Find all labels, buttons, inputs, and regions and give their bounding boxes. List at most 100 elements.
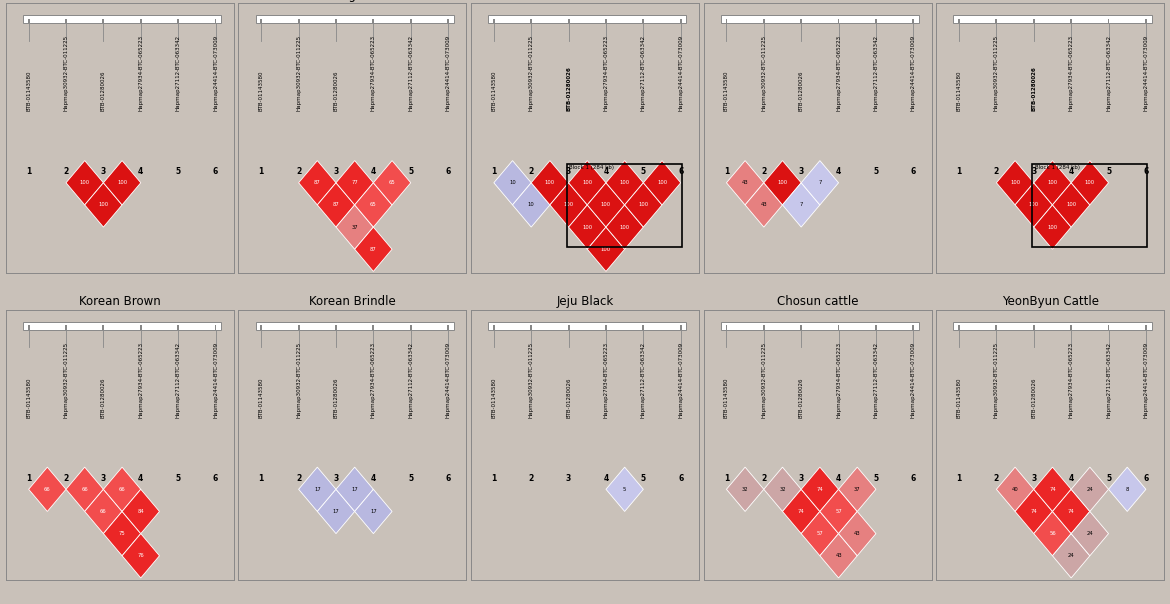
Text: 100: 100	[639, 202, 648, 207]
Polygon shape	[84, 489, 122, 533]
Text: 17: 17	[314, 487, 321, 492]
Bar	[1145, 19, 1147, 24]
Text: 24: 24	[1087, 531, 1093, 536]
Text: 3: 3	[333, 474, 338, 483]
Text: Hapmap27934-BTC-065223: Hapmap27934-BTC-065223	[371, 35, 376, 111]
Text: 2: 2	[296, 167, 301, 176]
Text: Hapmap27112-BTC-063342: Hapmap27112-BTC-063342	[1106, 341, 1111, 418]
Polygon shape	[66, 467, 103, 512]
Text: Hapmap24414-BTC-073009: Hapmap24414-BTC-073009	[679, 35, 683, 111]
Text: Hapmap27112-BTC-063342: Hapmap27112-BTC-063342	[874, 35, 879, 111]
Text: BTB-01143580: BTB-01143580	[259, 377, 263, 418]
Text: 100: 100	[583, 180, 592, 185]
Text: 5: 5	[408, 474, 413, 483]
Text: 74: 74	[798, 509, 805, 514]
Polygon shape	[801, 467, 839, 512]
Text: 7: 7	[818, 180, 821, 185]
Polygon shape	[764, 161, 801, 205]
Polygon shape	[84, 183, 122, 227]
Text: Hapmap30932-BTC-011225: Hapmap30932-BTC-011225	[993, 35, 999, 111]
Polygon shape	[298, 467, 336, 512]
Text: 4: 4	[835, 167, 841, 176]
Text: 6: 6	[213, 474, 218, 483]
Text: 4: 4	[604, 167, 608, 176]
Bar	[680, 326, 682, 330]
Polygon shape	[373, 161, 411, 205]
Bar	[297, 19, 300, 24]
Bar	[642, 326, 645, 330]
Polygon shape	[336, 205, 373, 249]
Text: 1: 1	[724, 474, 729, 483]
Bar	[530, 19, 532, 24]
Text: 2: 2	[529, 167, 534, 176]
Text: 5: 5	[641, 167, 646, 176]
Text: BTB-01280026: BTB-01280026	[566, 66, 571, 111]
Polygon shape	[1034, 512, 1072, 556]
Polygon shape	[1072, 512, 1108, 556]
Polygon shape	[644, 161, 681, 205]
Text: 77: 77	[351, 180, 358, 185]
Bar	[530, 326, 532, 330]
Bar	[567, 19, 570, 24]
Text: BTB-01280026: BTB-01280026	[333, 377, 338, 418]
Text: 37: 37	[854, 487, 861, 492]
Text: 100: 100	[620, 225, 629, 230]
Text: 5: 5	[176, 474, 180, 483]
Text: 43: 43	[854, 531, 861, 536]
Polygon shape	[997, 467, 1034, 512]
Text: Hapmap30932-BTC-011225: Hapmap30932-BTC-011225	[993, 341, 999, 418]
Polygon shape	[550, 183, 587, 227]
Polygon shape	[122, 533, 159, 578]
Text: Hapmap27934-BTC-065223: Hapmap27934-BTC-065223	[138, 341, 143, 418]
Bar	[721, 322, 918, 330]
Bar	[1108, 326, 1109, 330]
Bar	[372, 19, 374, 24]
Text: BTB-01143580: BTB-01143580	[26, 377, 32, 418]
Text: 3: 3	[101, 474, 106, 483]
Text: 87: 87	[314, 180, 321, 185]
Text: 87: 87	[370, 247, 377, 252]
Text: 1: 1	[26, 474, 32, 483]
Text: Hapmap27934-BTC-065223: Hapmap27934-BTC-065223	[138, 35, 143, 111]
Text: 17: 17	[332, 509, 339, 514]
Polygon shape	[1053, 489, 1089, 533]
Text: 100: 100	[545, 180, 555, 185]
Polygon shape	[820, 533, 858, 578]
Text: 100: 100	[620, 180, 629, 185]
Text: 2: 2	[63, 167, 69, 176]
Text: 24: 24	[1087, 487, 1093, 492]
Bar	[493, 19, 495, 24]
Polygon shape	[727, 467, 764, 512]
Text: BTB-01280026: BTB-01280026	[566, 377, 571, 418]
Title: Hereford: Hereford	[559, 0, 611, 2]
Text: BTB-01143580: BTB-01143580	[491, 71, 496, 111]
Text: Hapmap27112-BTC-063342: Hapmap27112-BTC-063342	[874, 341, 879, 418]
Text: BTB-01143580: BTB-01143580	[724, 377, 729, 418]
Text: BTB-01143580: BTB-01143580	[491, 377, 496, 418]
Text: 4: 4	[604, 474, 608, 483]
Text: 57: 57	[817, 531, 824, 536]
Text: 43: 43	[835, 553, 842, 558]
Polygon shape	[783, 183, 820, 227]
Text: 4: 4	[371, 474, 376, 483]
Bar	[954, 15, 1151, 24]
Bar	[261, 19, 262, 24]
Text: 1: 1	[259, 474, 264, 483]
Text: 24: 24	[1068, 553, 1074, 558]
Polygon shape	[625, 183, 662, 227]
Polygon shape	[1034, 467, 1072, 512]
Polygon shape	[1108, 467, 1145, 512]
Text: 4: 4	[371, 167, 376, 176]
Bar	[255, 15, 454, 24]
Text: 74: 74	[1031, 509, 1037, 514]
Bar	[410, 19, 412, 24]
Polygon shape	[122, 489, 159, 533]
Text: 1: 1	[491, 167, 496, 176]
Bar	[1032, 164, 1148, 248]
Text: 40: 40	[1012, 487, 1018, 492]
Bar	[1033, 326, 1034, 330]
Bar	[103, 19, 104, 24]
Bar	[875, 326, 876, 330]
Polygon shape	[28, 467, 66, 512]
Bar	[140, 326, 142, 330]
